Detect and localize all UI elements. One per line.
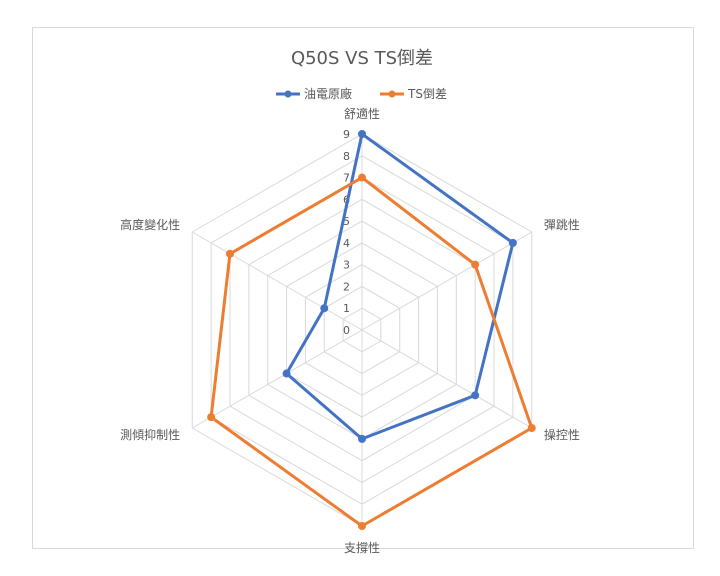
chart-frame [32,27,694,549]
series-layer [207,130,536,530]
legend: 油電原廠 TS倒差 [276,86,447,101]
series-line-2 [209,176,534,528]
axis-label-3: 操控性 [544,427,580,442]
series-1-point-4 [358,434,366,443]
series-2-point-3 [527,424,536,432]
axis-label-5: 測傾抑制性 [120,427,180,442]
tick-label-9: 9 [343,128,350,141]
legend-marker-series-2 [388,90,396,98]
tick-label-4: 4 [343,237,350,250]
series-2-point-2 [471,260,480,269]
tick-label-7: 7 [343,172,350,185]
axis-label-2: 彈跳性 [544,218,580,232]
series-1-point-5 [282,369,291,378]
axis-label-1: 舒適性 [344,106,380,121]
axis-label-6: 高度變化性 [120,217,180,232]
legend-marker-series-1 [284,90,292,98]
legend-label-series-2: TS倒差 [407,87,447,101]
axis-label-4: 支撐性 [344,541,380,555]
grid-spoke-3 [361,329,532,429]
grid-spoke-5 [192,329,363,429]
series-1-point-1 [358,130,366,138]
tick-label-3: 3 [343,259,350,272]
series-2-point-1 [358,173,366,182]
series-1-point-6 [320,304,329,313]
tick-label-2: 2 [343,280,350,293]
series-2-point-5 [207,413,216,422]
tick-label-8: 8 [343,150,350,163]
series-2-point-6 [225,249,234,258]
radar-grid [191,133,533,527]
tick-label-1: 1 [343,302,350,315]
legend-label-series-1: 油電原廠 [304,86,352,101]
chart-title: Q50S VS TS倒差 [291,48,433,69]
series-1-point-3 [471,391,480,400]
series-1-point-2 [508,238,517,247]
series-2-point-4 [358,522,366,530]
grid-spoke-2 [361,231,532,331]
tick-label-0: 0 [343,324,350,337]
tick-label-5: 5 [343,215,350,228]
grid-spoke-6 [192,231,363,331]
